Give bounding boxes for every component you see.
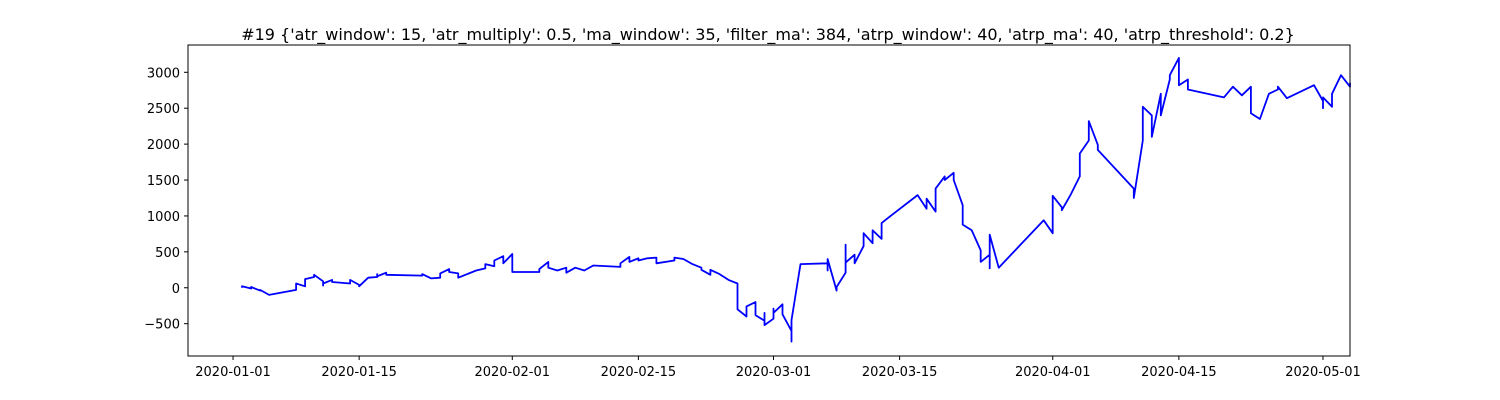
x-axis-ticks: 2020-01-01 2020-01-15 2020-02-01 2020-02-15… — [195, 356, 1361, 380]
y-tick-label: 1000 — [147, 210, 180, 225]
axes-frame — [187, 44, 1351, 357]
y-tick-label: −500 — [144, 318, 180, 333]
plot-area — [241, 57, 1351, 343]
x-tick-label: 2020-03-01 — [736, 365, 812, 380]
y-tick-label: 0 — [172, 282, 180, 297]
x-tick-label: 2020-02-15 — [601, 365, 677, 380]
x-tick-label: 2020-01-01 — [195, 365, 271, 380]
y-tick-label: 2500 — [147, 102, 180, 117]
x-tick-label: 2020-04-01 — [1015, 365, 1091, 380]
x-tick-label: 2020-05-01 — [1285, 365, 1361, 380]
chart-title: #19 {'atr_window': 15, 'atr_multiply': 0… — [241, 25, 1295, 45]
x-tick-label: 2020-03-15 — [862, 365, 938, 380]
series-line-0 — [241, 57, 1351, 343]
y-tick-label: 3000 — [147, 66, 180, 81]
x-tick-label: 2020-01-15 — [321, 365, 397, 380]
x-tick-label: 2020-02-01 — [474, 365, 550, 380]
y-tick-label: 500 — [155, 246, 180, 261]
y-axis-ticks: −500 0 500 1000 1500 2000 2500 3000 — [144, 66, 188, 333]
y-tick-label: 2000 — [147, 138, 180, 153]
x-tick-label: 2020-04-15 — [1141, 365, 1217, 380]
y-tick-label: 1500 — [147, 174, 180, 189]
